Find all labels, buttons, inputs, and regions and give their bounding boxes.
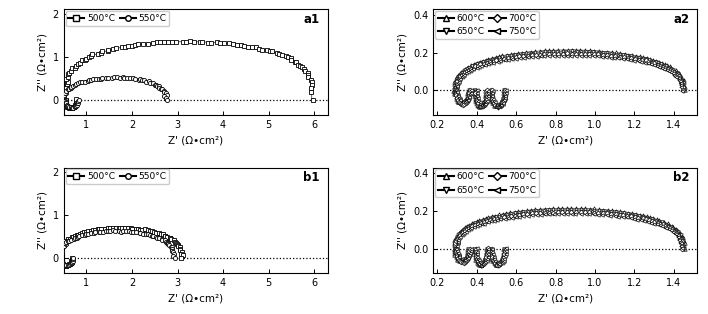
Y-axis label: Z'' (Ω•cm²): Z'' (Ω•cm²) xyxy=(37,33,47,91)
Text: b2: b2 xyxy=(673,171,690,184)
X-axis label: Z' (Ω•cm²): Z' (Ω•cm²) xyxy=(169,294,223,304)
X-axis label: Z' (Ω•cm²): Z' (Ω•cm²) xyxy=(538,135,593,145)
X-axis label: Z' (Ω•cm²): Z' (Ω•cm²) xyxy=(538,294,593,304)
X-axis label: Z' (Ω•cm²): Z' (Ω•cm²) xyxy=(169,135,223,145)
Legend: 600°C, 650°C, 700°C, 750°C: 600°C, 650°C, 700°C, 750°C xyxy=(435,11,539,39)
Legend: 500°C, 550°C: 500°C, 550°C xyxy=(66,170,169,184)
Y-axis label: Z'' (Ω•cm²): Z'' (Ω•cm²) xyxy=(37,192,47,249)
Y-axis label: Z'' (Ω•cm²): Z'' (Ω•cm²) xyxy=(398,192,408,249)
Y-axis label: Z'' (Ω•cm²): Z'' (Ω•cm²) xyxy=(398,33,408,91)
Text: a2: a2 xyxy=(673,13,690,25)
Text: b1: b1 xyxy=(303,171,320,184)
Text: a1: a1 xyxy=(304,13,320,25)
Legend: 500°C, 550°C: 500°C, 550°C xyxy=(66,11,169,26)
Legend: 600°C, 650°C, 700°C, 750°C: 600°C, 650°C, 700°C, 750°C xyxy=(435,170,539,198)
